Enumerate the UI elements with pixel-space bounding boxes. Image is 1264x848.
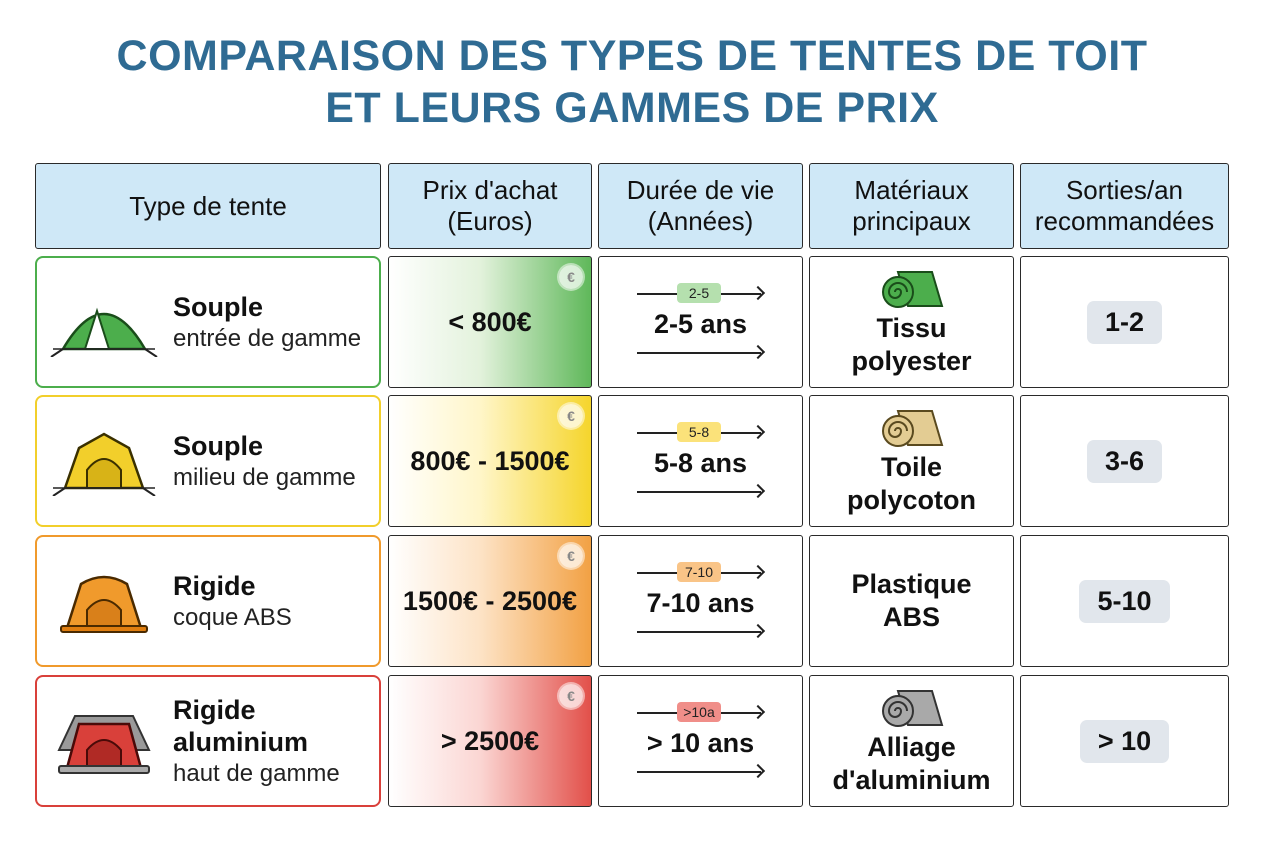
row-3-life-value: 7-10 ans [646,588,755,618]
row-3-life-badge: 7-10 [677,562,721,582]
row-4-mat-line1: Alliage [867,732,956,762]
row-2-trips-badge: 3-6 [1086,439,1163,483]
row-3-life: 7-10 7-10 ans [598,535,803,667]
row-4-mat-line2: d'aluminium [832,765,991,795]
row-1-life: 2-5 2-5 ans [598,256,803,388]
row-4-type-main-2: aluminium [173,726,309,757]
page-title: COMPARAISON DES TYPES DE TENTES DE TOIT … [0,30,1264,134]
row-3-type: Rigide coque ABS [35,535,381,667]
row-1-type-main: Souple [173,291,264,322]
header-trips-line1: Sorties/an [1065,175,1184,205]
header-life-line2: (Années) [647,206,754,236]
row-4-price-value: > 2500€ [440,725,540,756]
row-2-trips: 3-6 [1020,395,1229,527]
row-3-type-main: Rigide [173,570,256,601]
row-2-price: 800€ - 1500€ € [388,395,592,527]
row-4-type-sub: haut de gamme [173,759,340,787]
euro-coin-icon: € [559,544,583,568]
row-3-trips-badge: 5-10 [1079,579,1170,623]
row-2-materials: Toile polycoton [809,395,1014,527]
row-3-price: 1500€ - 2500€ € [388,535,592,667]
aluminium-tent-icon [57,715,151,774]
header-life-line1: Durée de vie [626,175,775,205]
row-2-life: 5-8 5-8 ans [598,395,803,527]
row-3-mat-line1: Plastique [851,569,972,599]
row-1-trips: 1-2 [1020,256,1229,388]
arrow-icon [637,352,761,354]
row-4-trips: > 10 [1020,675,1229,807]
row-2-mat-line1: Toile [880,452,942,482]
row-4-life: >10a > 10 ans [598,675,803,807]
row-3-trips: 5-10 [1020,535,1229,667]
header-life: Durée de vie (Années) [598,163,803,249]
row-4-life-badge: >10a [677,702,721,722]
row-3-price-value: 1500€ - 2500€ [402,585,578,616]
row-4-materials: Alliage d'aluminium [809,675,1014,807]
dome-tent-icon [50,307,158,357]
row-1-type: Souple entrée de gamme [35,256,381,388]
row-4-price: > 2500€ € [388,675,592,807]
row-1-type-sub: entrée de gamme [173,324,362,352]
euro-coin-icon: € [559,404,583,428]
row-2-type-main: Souple [173,430,264,461]
header-materials: Matériaux principaux [809,163,1014,249]
euro-coin-icon: € [559,684,583,708]
header-trips: Sorties/an recommandées [1020,163,1229,249]
row-2-life-value: 5-8 ans [653,448,748,478]
title-line-2: ET LEURS GAMMES DE PRIX [325,84,939,132]
row-4-trips-badge: > 10 [1079,719,1170,763]
canvas-tent-icon [52,432,156,496]
header-type-label: Type de tente [129,190,287,221]
row-3-type-sub: coque ABS [173,603,292,631]
arrow-icon [637,491,761,493]
row-4-life-value: > 10 ans [646,728,755,758]
aluminium-roll-icon [881,690,943,727]
row-3-materials: Plastique ABS [809,535,1014,667]
canvas-roll-icon [881,410,943,447]
title-line-1: COMPARAISON DES TYPES DE TENTES DE TOIT [116,32,1148,80]
row-1-trips-badge: 1-2 [1086,300,1163,344]
header-type: Type de tente [35,163,381,249]
header-price-line1: Prix d'achat [422,175,558,205]
arrow-icon [637,771,761,773]
row-2-type: Souple milieu de gamme [35,395,381,527]
row-1-mat-line2: polyester [851,346,972,376]
header-mat-line1: Matériaux [854,175,969,205]
row-1-mat-line1: Tissu [876,313,947,343]
row-1-price: < 800€ € [388,256,592,388]
fabric-roll-icon [881,271,943,308]
header-price: Prix d'achat (Euros) [388,163,592,249]
row-4-type-main: Rigide [173,694,256,725]
row-3-mat-line2: ABS [882,602,940,632]
row-2-price-value: 800€ - 1500€ [410,445,570,476]
row-1-life-badge: 2-5 [677,283,721,303]
row-1-price-value: < 800€ [448,306,532,337]
row-1-materials: Tissu polyester [809,256,1014,388]
header-mat-line2: principaux [852,206,971,236]
euro-coin-icon: € [559,265,583,289]
row-2-type-sub: milieu de gamme [173,463,356,491]
arrow-icon [637,631,761,633]
hardshell-tent-icon [60,575,148,633]
row-1-life-value: 2-5 ans [653,309,748,339]
header-price-line2: (Euros) [447,206,533,236]
row-2-mat-line2: polycoton [847,485,976,515]
header-trips-line2: recommandées [1034,206,1215,236]
row-4-type: Rigide aluminium haut de gamme [35,675,381,807]
row-2-life-badge: 5-8 [677,422,721,442]
